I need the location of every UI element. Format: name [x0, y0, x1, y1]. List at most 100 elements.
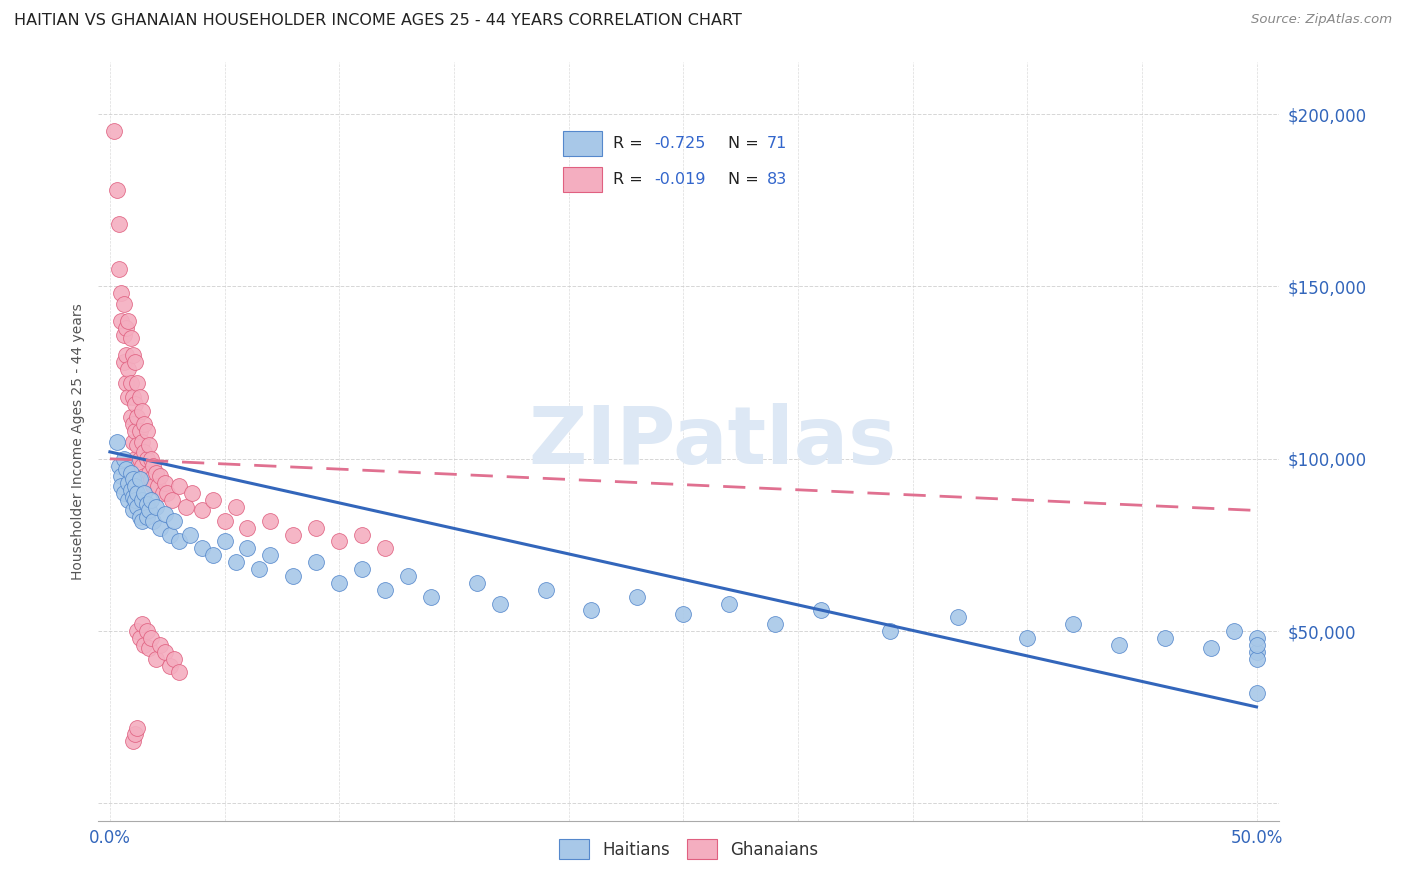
Point — [352, 527, 374, 541]
Point — [146, 479, 169, 493]
Point — [328, 575, 350, 590]
Point — [112, 327, 135, 342]
Point — [124, 424, 146, 438]
Point — [163, 514, 186, 528]
Point — [145, 500, 167, 514]
Point — [127, 438, 149, 452]
Point — [117, 314, 139, 328]
Point — [153, 475, 176, 490]
Point — [124, 355, 146, 369]
Text: Source: ZipAtlas.com: Source: ZipAtlas.com — [1251, 13, 1392, 27]
Point — [225, 500, 247, 514]
Point — [1246, 631, 1268, 645]
Legend: Haitians, Ghanaians: Haitians, Ghanaians — [553, 833, 825, 865]
Point — [149, 521, 172, 535]
Point — [120, 376, 142, 390]
Point — [124, 479, 146, 493]
Point — [115, 348, 138, 362]
Point — [810, 603, 832, 617]
Point — [247, 562, 270, 576]
Point — [138, 503, 160, 517]
Point — [145, 651, 167, 665]
Point — [1153, 631, 1175, 645]
Point — [124, 396, 146, 410]
Point — [121, 348, 143, 362]
Point — [1246, 645, 1268, 659]
Point — [124, 727, 146, 741]
Point — [153, 507, 176, 521]
Point — [138, 466, 160, 480]
Point — [374, 582, 396, 597]
Point — [115, 320, 138, 334]
Point — [1062, 617, 1084, 632]
Point — [131, 403, 153, 417]
Point — [202, 548, 225, 563]
Point — [214, 514, 236, 528]
Point — [121, 734, 143, 748]
Point — [127, 624, 149, 639]
Point — [120, 331, 142, 345]
Point — [374, 541, 396, 556]
Point — [763, 617, 786, 632]
Point — [121, 417, 143, 432]
Text: -0.725: -0.725 — [655, 136, 706, 151]
Point — [128, 473, 150, 487]
Point — [156, 486, 179, 500]
Point — [121, 503, 143, 517]
Point — [134, 486, 156, 500]
Point — [120, 466, 142, 480]
Point — [283, 569, 305, 583]
Point — [105, 183, 128, 197]
Point — [167, 479, 190, 493]
Point — [134, 417, 156, 432]
Point — [127, 410, 149, 425]
Text: R =: R = — [613, 136, 648, 151]
Point — [328, 534, 350, 549]
Point — [179, 527, 201, 541]
Point — [1199, 641, 1222, 656]
Point — [142, 514, 165, 528]
Point — [141, 451, 163, 466]
Point — [110, 479, 132, 493]
Point — [121, 490, 143, 504]
Point — [135, 451, 157, 466]
Point — [117, 475, 139, 490]
Point — [115, 462, 138, 476]
Point — [131, 617, 153, 632]
Text: N =: N = — [728, 172, 763, 187]
Point — [135, 497, 157, 511]
Point — [108, 262, 131, 277]
Point — [128, 451, 150, 466]
Point — [112, 451, 135, 466]
Point — [174, 500, 197, 514]
Text: -0.019: -0.019 — [655, 172, 706, 187]
Point — [159, 527, 181, 541]
Point — [124, 493, 146, 508]
Point — [121, 434, 143, 449]
Point — [581, 603, 603, 617]
Point — [1246, 651, 1268, 665]
Bar — [564, 168, 602, 192]
Point — [236, 521, 259, 535]
Text: 71: 71 — [766, 136, 787, 151]
Point — [128, 631, 150, 645]
Point — [142, 479, 165, 493]
Point — [259, 548, 281, 563]
Point — [167, 665, 190, 680]
Point — [259, 514, 281, 528]
Point — [153, 645, 176, 659]
Point — [160, 493, 183, 508]
Point — [672, 607, 695, 621]
Point — [131, 434, 153, 449]
Point — [134, 445, 156, 459]
Text: ZIPatlas: ZIPatlas — [529, 402, 897, 481]
Point — [131, 493, 153, 508]
Point — [105, 434, 128, 449]
Point — [236, 541, 259, 556]
Text: R =: R = — [613, 172, 648, 187]
Text: 83: 83 — [766, 172, 787, 187]
Point — [127, 486, 149, 500]
Point — [420, 590, 443, 604]
Point — [124, 451, 146, 466]
Point — [117, 362, 139, 376]
